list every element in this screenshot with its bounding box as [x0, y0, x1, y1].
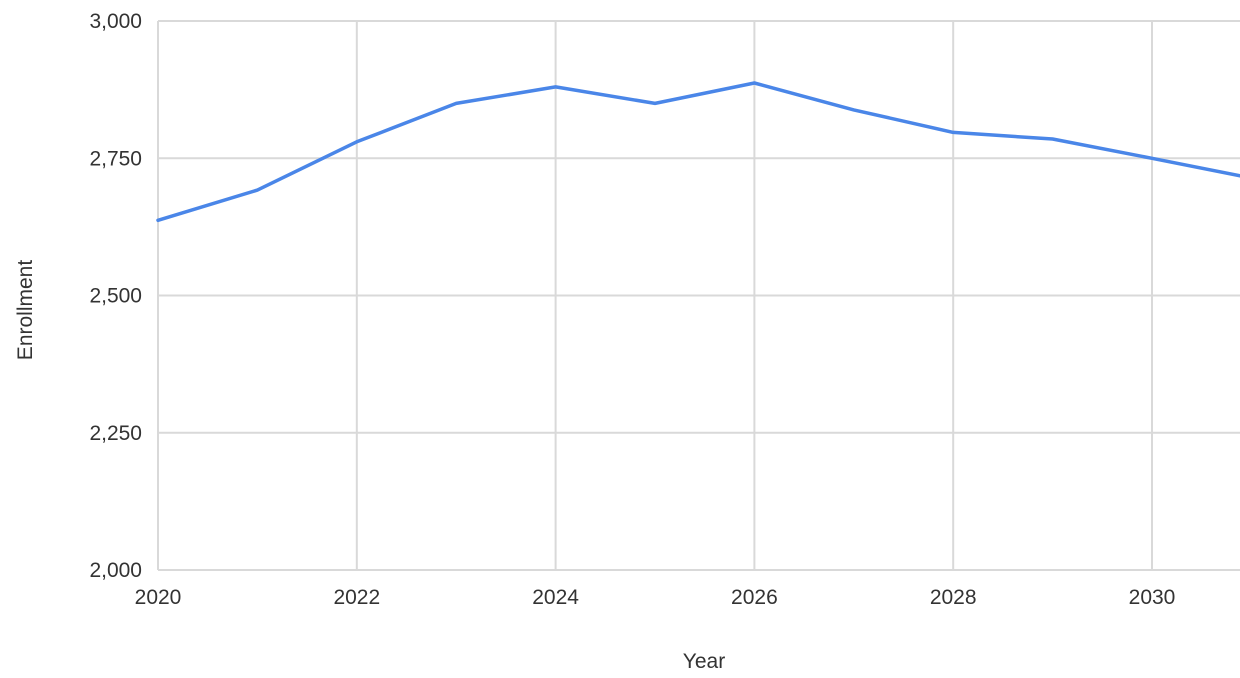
y-tick-label: 2,500: [89, 285, 142, 308]
grid-layer: [158, 21, 1240, 570]
x-tick-label: 2028: [930, 586, 977, 609]
y-tick-label: 2,000: [89, 559, 142, 582]
y-axis-title: Enrollment: [14, 260, 37, 361]
x-tick-label: 2030: [1129, 586, 1176, 609]
series-line-0: [158, 83, 1240, 220]
y-tick-label: 3,000: [89, 10, 142, 33]
y-tick-label: 2,250: [89, 422, 142, 445]
x-axis-title: Year: [683, 650, 725, 673]
y-tick-label: 2,750: [89, 147, 142, 170]
x-tick-label: 2020: [135, 586, 182, 609]
x-tick-label: 2024: [532, 586, 579, 609]
x-tick-label: 2026: [731, 586, 778, 609]
x-tick-label: 2022: [333, 586, 380, 609]
series-layer: [158, 83, 1240, 220]
